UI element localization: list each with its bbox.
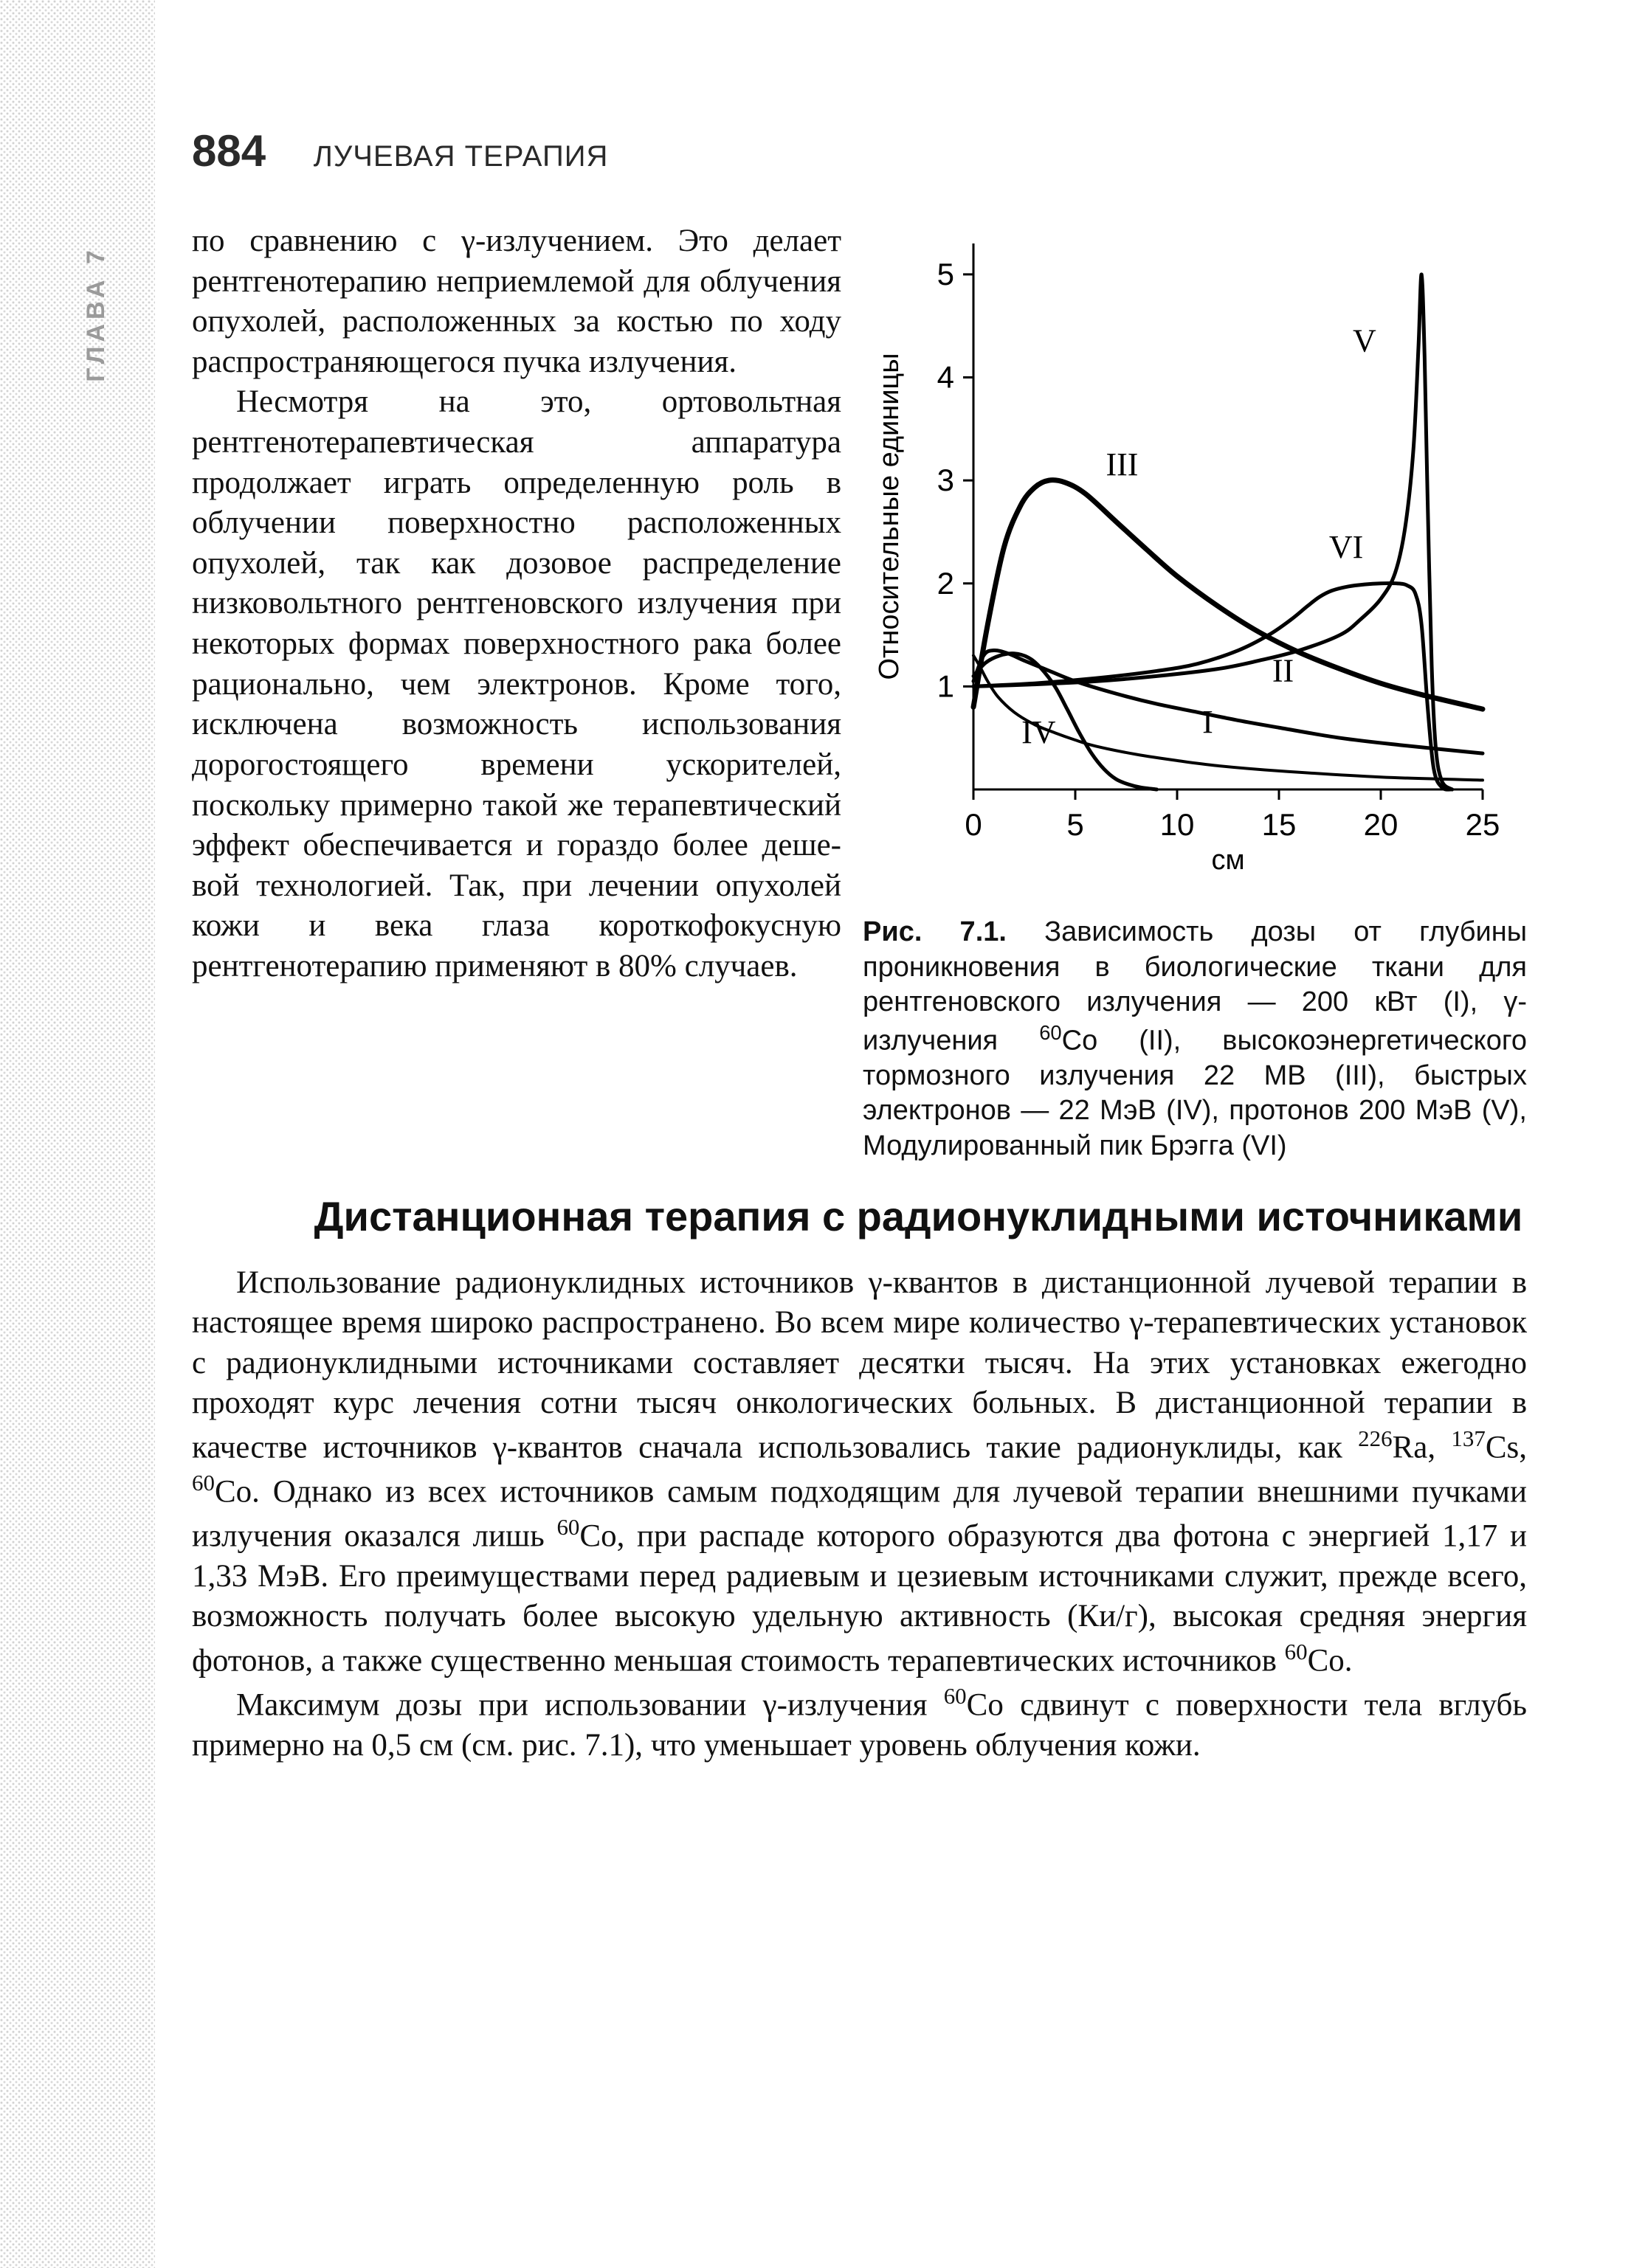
series-label-I: I [1202, 704, 1213, 740]
two-column-region: по сравнению с γ-излучением. Это делает … [192, 221, 1527, 1164]
p3-f: Co. [1308, 1643, 1353, 1678]
paragraph-4: Максимум дозы при использовании γ-излуче… [192, 1681, 1527, 1766]
iso-60co-2: 60 [556, 1514, 579, 1540]
chapter-title: ЛУЧЕВАЯ ТЕРАПИЯ [314, 140, 609, 173]
svg-text:4: 4 [937, 360, 954, 395]
iso-137cs: 137 [1451, 1425, 1485, 1451]
paragraph-1: по сравнению с γ-излучением. Это делает … [192, 221, 841, 382]
iso-60co-1: 60 [192, 1470, 215, 1496]
svg-text:15: 15 [1262, 807, 1297, 842]
series-label-II: II [1272, 652, 1294, 688]
iso-60co-3: 60 [1285, 1639, 1308, 1664]
figure-column: 051015202512345смОтносительные единицыII… [863, 221, 1527, 1164]
section-title: Дистанционная терапия с радионуклидными … [192, 1193, 1527, 1240]
page-number: 884 [192, 125, 266, 176]
svg-text:5: 5 [937, 257, 954, 291]
left-text-column: по сравнению с γ-излучением. Это делает … [192, 221, 841, 987]
paragraph-2: Несмотря на это, ортовольтная рентгеноте… [192, 382, 841, 986]
p3-b: Ra, [1393, 1430, 1452, 1465]
figure-label: Рис. 7.1. [863, 916, 1007, 947]
svg-text:10: 10 [1160, 807, 1195, 842]
paragraph-3: Использование радионуклидных источников … [192, 1263, 1527, 1681]
running-head: 884 ЛУЧЕВАЯ ТЕРАПИЯ [192, 125, 608, 176]
depth-dose-chart: 051015202512345смОтносительные единицыII… [863, 221, 1505, 885]
svg-text:20: 20 [1364, 807, 1399, 842]
svg-text:5: 5 [1066, 807, 1083, 842]
svg-text:см: см [1211, 845, 1244, 876]
iso-226ra: 226 [1358, 1425, 1392, 1451]
svg-text:2: 2 [937, 566, 954, 601]
p3-a: Использование радионуклидных источников … [192, 1265, 1527, 1465]
p3-c: Cs, [1486, 1430, 1527, 1465]
svg-text:0: 0 [965, 807, 982, 842]
p4-a: Максимум дозы при использовании γ-излуче… [236, 1687, 944, 1722]
full-width-text: Использование радионуклидных источников … [192, 1263, 1527, 1766]
chart-svg: 051015202512345смОтносительные единицыII… [863, 221, 1505, 885]
series-label-VI: VI [1329, 529, 1363, 565]
iso-60co-fig: 60 [1039, 1021, 1061, 1044]
page: ГЛАВА 7 884 ЛУЧЕВАЯ ТЕРАПИЯ по сравнению… [0, 0, 1645, 2268]
spine-label: ГЛАВА 7 [82, 246, 111, 382]
series-label-III: III [1106, 446, 1138, 483]
iso-60co-4: 60 [944, 1683, 967, 1709]
spine-label-box: ГЛАВА 7 [74, 218, 118, 409]
series-label-IV: IV [1021, 714, 1056, 750]
svg-text:25: 25 [1466, 807, 1500, 842]
figure-caption: Рис. 7.1. Зависимость дозы от глубины пр… [863, 915, 1527, 1164]
svg-text:3: 3 [937, 463, 954, 497]
series-VI [973, 583, 1452, 789]
series-label-V: V [1353, 323, 1376, 359]
svg-text:Относительные единицы: Относительные единицы [874, 353, 905, 680]
svg-text:1: 1 [937, 668, 954, 703]
